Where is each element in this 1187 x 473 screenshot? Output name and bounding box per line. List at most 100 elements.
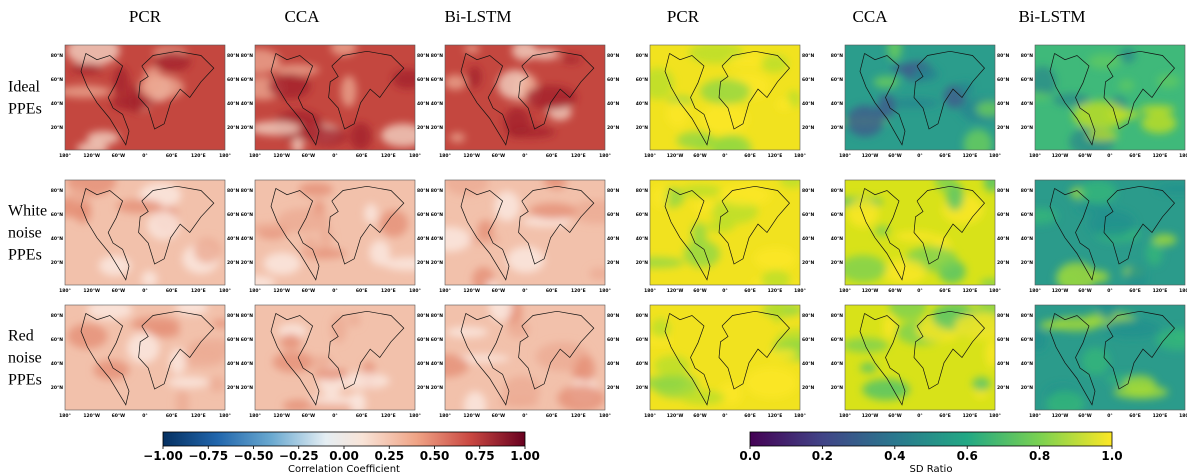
map-blob [349,392,366,410]
map-blob [874,225,890,237]
map-blob [310,356,334,368]
map-blob [770,305,785,324]
lat-label: 20°N [241,385,254,391]
lat-label: 20°N [51,125,64,131]
lon-label: 60°W [112,288,126,294]
map-blob [148,325,181,338]
lat-label: 40°N [607,236,620,242]
map-field [65,180,225,285]
row-label: PPEs [8,372,42,389]
lat-label: 40°N [51,101,64,107]
map-blob [141,270,158,285]
lat-label: 80°N [227,53,240,59]
map-blob [498,397,540,408]
lat-label: 60°N [417,77,430,83]
lat-label: 60°N [636,77,649,83]
lon-label: 60°E [939,288,951,294]
map-blob [116,199,163,214]
map-blob [1119,47,1136,64]
map-blob [126,332,160,364]
lat-label: 20°N [227,385,240,391]
lat-label: 60°N [1021,212,1034,218]
lat-label: 20°N [51,385,64,391]
map-blob [727,55,770,68]
lon-label: 0° [142,413,147,419]
map-frame [649,44,801,151]
map-blob [983,180,995,193]
lon-label: 0° [1107,153,1112,159]
map-blobs [845,45,995,150]
map-blob [1035,92,1052,101]
lat-label: 20°N [1021,260,1034,266]
map-blob [745,367,798,399]
lon-label: 180° [839,288,851,294]
map-blob [1035,330,1048,351]
map-blob [147,210,180,240]
lat-label: 60°N [997,212,1010,218]
lon-label: 120°W [1052,288,1069,294]
map-blob [571,199,605,224]
coastline [138,185,215,265]
map-field [1035,45,1185,150]
map-field [650,45,800,150]
row-label: noise [8,350,42,367]
lat-label: 40°N [802,236,815,242]
lon-label: 180° [249,413,261,419]
lon-label: 0° [917,153,922,159]
colorbar-tick-label: 0.4 [884,449,905,463]
map-blob [445,180,489,196]
map-blob [1156,74,1180,89]
lon-label: 0° [332,413,337,419]
lon-label: 180° [439,288,451,294]
lat-label: 20°N [607,125,620,131]
lon-label: 180° [599,413,611,419]
map-blob [679,184,723,198]
lon-label: 60°W [1078,153,1092,159]
lat-label: 80°N [1021,53,1034,59]
map-blob [111,95,153,111]
map-blob [1072,100,1128,130]
map-blob [1155,328,1185,351]
map-frame [649,179,801,286]
lat-label: 40°N [417,101,430,107]
lat-label: 40°N [607,101,620,107]
lon-label: 180° [409,413,421,419]
map-field [65,305,225,410]
lat-label: 80°N [636,188,649,194]
row-label: PPEs [8,247,42,264]
lon-label: 60°W [888,153,902,159]
map-blob [255,48,281,74]
lon-label: 0° [1107,288,1112,294]
map-blobs [650,45,800,150]
lat-label: 40°N [417,236,430,242]
lon-label: 60°W [112,413,126,419]
colorbar-tick-label: 0.75 [465,449,495,463]
map-blob [954,312,995,339]
map-field [845,45,995,150]
map-blob [113,66,130,97]
lat-label: 60°N [241,77,254,83]
map-blob [507,320,530,339]
lon-label: 60°W [492,153,506,159]
map-blob [86,131,120,145]
map-blob [67,323,108,349]
lon-label: 60°W [1078,288,1092,294]
lat-label: 20°N [241,125,254,131]
lon-label: 120°E [963,413,978,419]
lat-label: 80°N [431,313,444,319]
lat-label: 60°N [636,212,649,218]
map-panel: 80°N80°N60°N60°N40°N40°N20°N20°N180°120°… [1021,304,1187,419]
lat-label: 40°N [431,236,444,242]
lat-label: 20°N [431,125,444,131]
coastline [718,185,790,265]
coastline [1049,188,1096,281]
colorbar-tick-label: 1.00 [510,449,540,463]
lat-label: 20°N [636,385,649,391]
colorbar [749,431,1113,447]
lat-label: 40°N [1021,361,1034,367]
